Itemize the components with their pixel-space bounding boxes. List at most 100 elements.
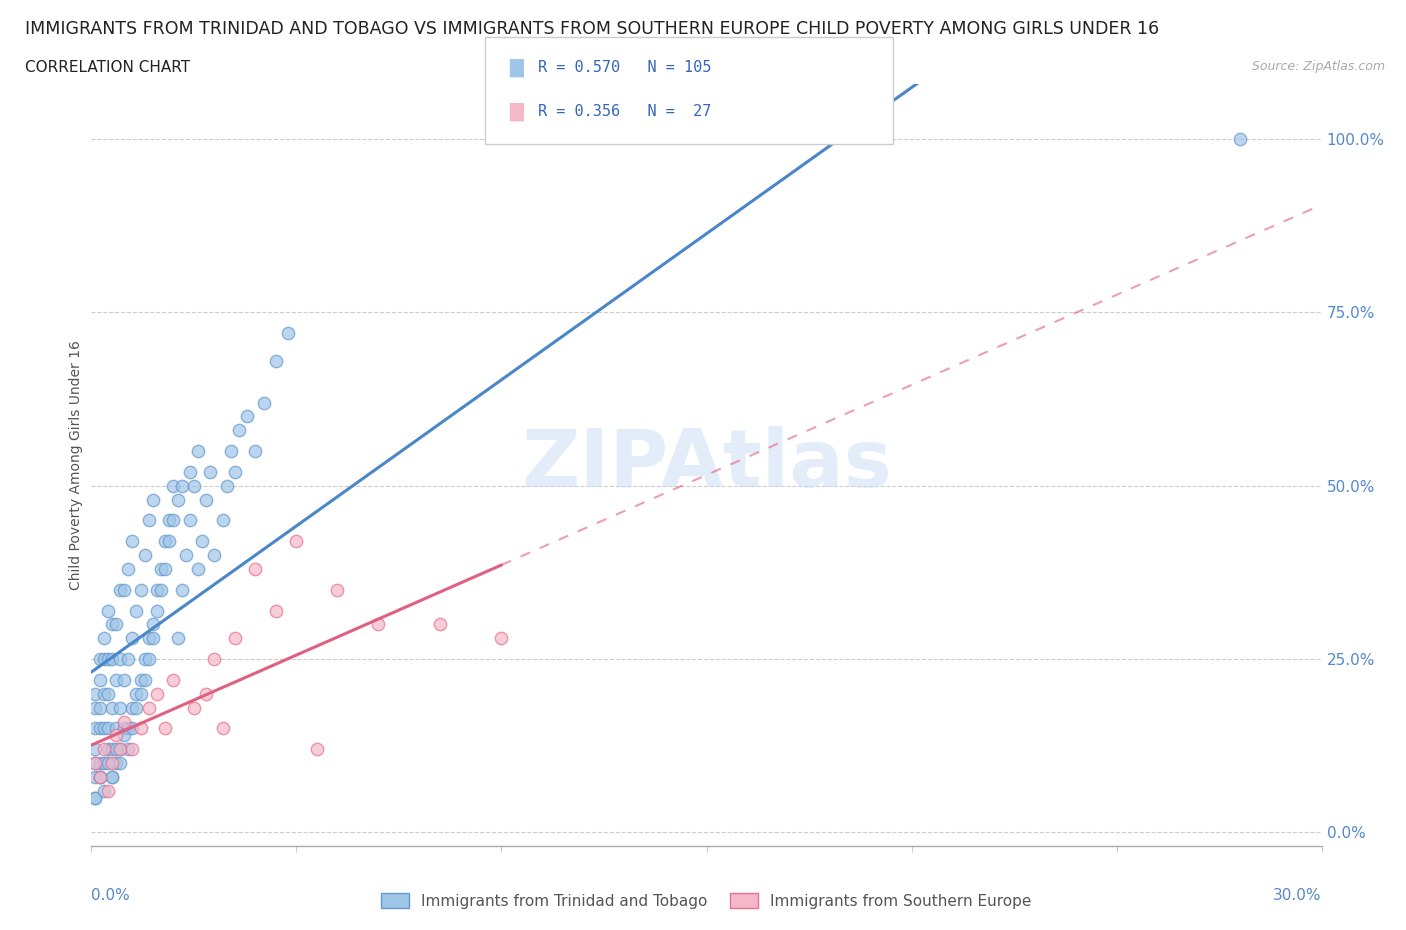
Text: ZIPAtlas: ZIPAtlas — [522, 426, 891, 504]
Point — [150, 562, 173, 577]
Point — [89, 672, 111, 687]
Point — [157, 513, 180, 528]
Point — [142, 617, 165, 631]
Point — [121, 721, 143, 736]
Point — [195, 686, 218, 701]
Text: █: █ — [509, 59, 523, 77]
Point — [108, 582, 131, 597]
Point — [105, 728, 127, 743]
Point — [89, 721, 111, 736]
Point — [138, 631, 160, 645]
Point — [264, 353, 287, 368]
Point — [125, 700, 148, 715]
Point — [138, 700, 160, 715]
Point — [89, 769, 111, 784]
Point — [101, 756, 124, 771]
Point — [101, 700, 124, 715]
Point — [84, 742, 107, 757]
Point — [93, 686, 115, 701]
Point — [157, 534, 180, 549]
Point — [101, 769, 124, 784]
Point — [236, 409, 259, 424]
Point — [84, 769, 107, 784]
Point — [112, 728, 135, 743]
Point — [245, 444, 267, 458]
Point — [89, 756, 111, 771]
Legend: Immigrants from Trinidad and Tobago, Immigrants from Southern Europe: Immigrants from Trinidad and Tobago, Imm… — [375, 886, 1038, 915]
Point — [89, 652, 111, 667]
Point — [84, 756, 107, 771]
Point — [105, 742, 127, 757]
Point — [84, 790, 107, 805]
Point — [170, 582, 193, 597]
Point — [162, 478, 184, 493]
Text: 30.0%: 30.0% — [1274, 888, 1322, 903]
Point — [129, 721, 152, 736]
Point — [121, 700, 143, 715]
Point — [112, 672, 135, 687]
Point — [153, 721, 177, 736]
Point — [138, 652, 160, 667]
Point — [245, 562, 267, 577]
Point — [129, 672, 152, 687]
Point — [134, 548, 156, 563]
Point — [105, 721, 127, 736]
Point — [162, 513, 184, 528]
Point — [491, 631, 513, 645]
Point — [97, 652, 120, 667]
Point — [121, 631, 143, 645]
Point — [112, 582, 135, 597]
Point — [97, 721, 120, 736]
Point — [93, 783, 115, 798]
Point — [179, 513, 201, 528]
Point — [367, 617, 389, 631]
Point — [174, 548, 197, 563]
Point — [202, 548, 225, 563]
Point — [101, 742, 124, 757]
Point — [215, 478, 238, 493]
Point — [108, 652, 131, 667]
Point — [142, 631, 165, 645]
Point — [84, 700, 107, 715]
Point — [108, 742, 131, 757]
Point — [195, 492, 218, 507]
Point — [179, 464, 201, 479]
Point — [93, 631, 115, 645]
Point — [146, 686, 169, 701]
Point — [170, 478, 193, 493]
Point — [429, 617, 451, 631]
Text: Source: ZipAtlas.com: Source: ZipAtlas.com — [1251, 60, 1385, 73]
Text: █: █ — [509, 102, 523, 121]
Point — [117, 562, 139, 577]
Point — [121, 742, 143, 757]
Point — [108, 756, 131, 771]
Point — [93, 742, 115, 757]
Point — [101, 617, 124, 631]
Point — [89, 769, 111, 784]
Point — [134, 672, 156, 687]
Point — [305, 742, 328, 757]
Point — [150, 582, 173, 597]
Point — [129, 686, 152, 701]
Point — [108, 742, 131, 757]
Point — [224, 631, 246, 645]
Point — [112, 714, 135, 729]
Point — [101, 769, 124, 784]
Point — [228, 423, 250, 438]
Point — [117, 652, 139, 667]
Point — [224, 464, 246, 479]
Text: IMMIGRANTS FROM TRINIDAD AND TOBAGO VS IMMIGRANTS FROM SOUTHERN EUROPE CHILD POV: IMMIGRANTS FROM TRINIDAD AND TOBAGO VS I… — [25, 20, 1160, 38]
Point — [264, 604, 287, 618]
Point — [108, 700, 131, 715]
Point — [97, 686, 120, 701]
Point — [89, 769, 111, 784]
Point — [117, 721, 139, 736]
Point — [97, 783, 120, 798]
Point — [97, 742, 120, 757]
Point — [93, 652, 115, 667]
Point — [84, 756, 107, 771]
Point — [146, 604, 169, 618]
Point — [101, 652, 124, 667]
Point — [166, 631, 188, 645]
Point — [200, 464, 222, 479]
